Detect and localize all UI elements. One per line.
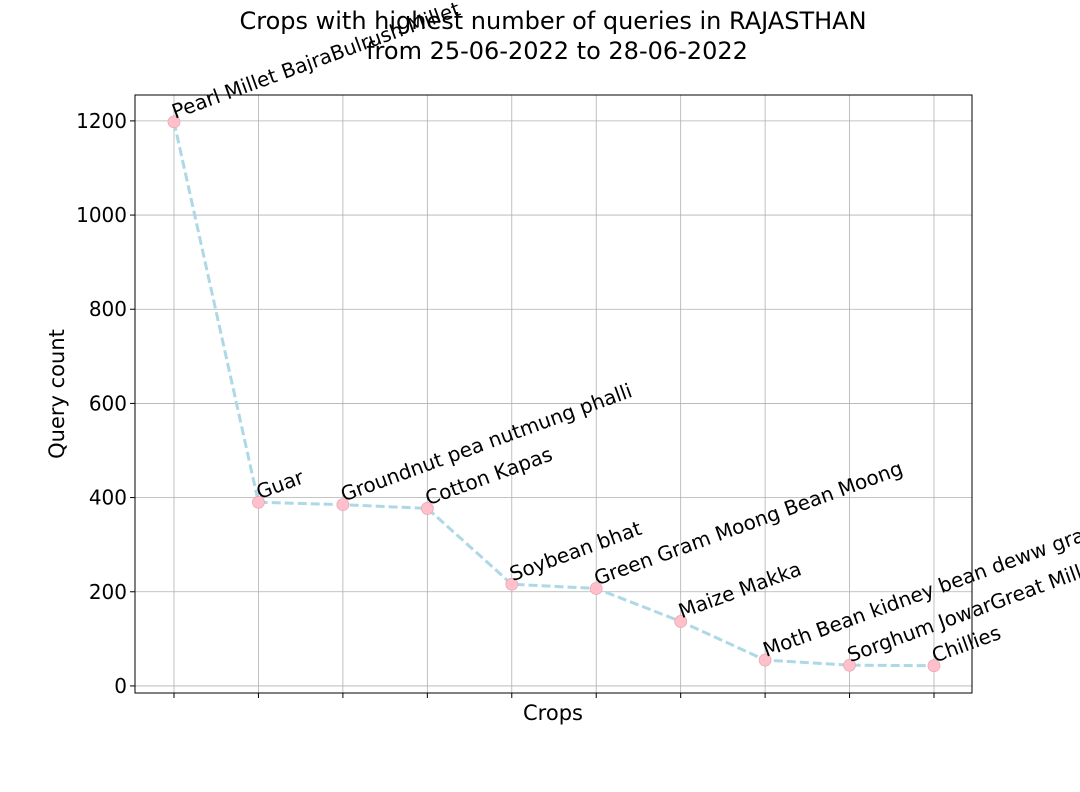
plot-frame xyxy=(134,94,973,694)
data-point-marker xyxy=(167,115,181,129)
x-axis-ticks xyxy=(173,693,935,698)
data-point-marker xyxy=(420,502,434,515)
data-point-marker xyxy=(927,659,941,673)
y-tick-label: 600 xyxy=(89,391,127,415)
y-axis-label: Query count xyxy=(45,329,69,459)
data-point-marker xyxy=(843,658,856,672)
y-tick-label: 400 xyxy=(89,486,127,510)
y-tick-label: 0 xyxy=(114,674,127,698)
data-point-marker xyxy=(758,653,772,667)
y-tick-label: 800 xyxy=(89,297,127,321)
chart-title-line-2: from 25-06-2022 to 28-06-2022 xyxy=(366,37,748,65)
y-axis-ticks: 0 200 400 600 800 1000 1200 xyxy=(76,109,135,698)
x-axis-label: Crops xyxy=(523,701,583,725)
data-point-label: Guar xyxy=(253,465,308,504)
data-point-marker xyxy=(252,495,265,509)
y-tick-label: 1200 xyxy=(76,109,127,133)
grid xyxy=(135,95,972,693)
chart-title-line-1: Crops with highest number of queries in … xyxy=(239,7,866,35)
data-point-marker xyxy=(589,582,603,595)
series-line xyxy=(172,121,935,668)
y-tick-label: 200 xyxy=(89,580,127,604)
data-point-label: Maize Makka xyxy=(675,557,804,624)
data-point-marker xyxy=(505,577,519,591)
data-point-marker xyxy=(674,615,688,628)
data-point-marker xyxy=(336,498,350,512)
data-markers xyxy=(167,115,941,673)
y-tick-label: 1000 xyxy=(76,203,127,227)
